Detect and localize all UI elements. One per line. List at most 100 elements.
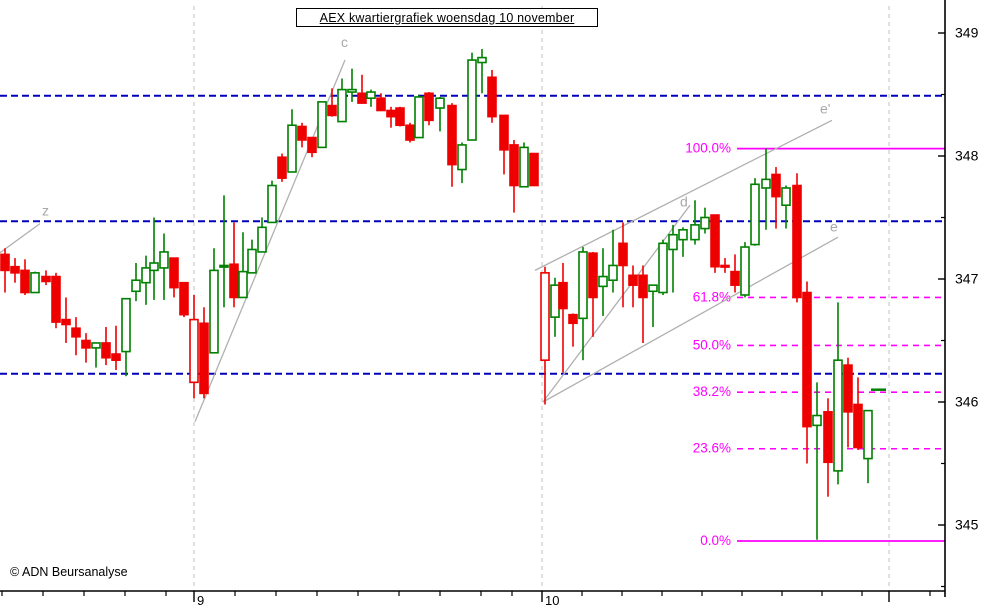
candle-body <box>131 279 141 293</box>
price-tick-label: 349 <box>955 25 979 41</box>
candle-body <box>658 242 668 294</box>
candle <box>499 114 509 175</box>
candle <box>30 271 40 294</box>
candle-body <box>297 125 307 141</box>
candle-body <box>0 253 10 272</box>
trendline-label-e': e' <box>820 100 830 116</box>
candle-body <box>608 264 618 282</box>
candle-body <box>720 264 730 268</box>
candle-body <box>598 275 608 288</box>
candle <box>487 69 497 123</box>
candle-body <box>648 284 658 293</box>
candle-body <box>853 403 863 449</box>
candle <box>327 88 337 117</box>
candle <box>853 377 863 450</box>
candle <box>229 222 239 308</box>
candle <box>101 326 111 366</box>
candle <box>247 239 257 274</box>
candle <box>61 297 71 343</box>
candle <box>447 103 457 187</box>
candle-body <box>209 269 219 354</box>
candle <box>771 167 781 229</box>
candle <box>169 257 179 298</box>
price-tick-label: 348 <box>955 148 979 164</box>
candle-body <box>540 272 550 361</box>
candle-body <box>41 275 51 283</box>
candle <box>710 214 720 273</box>
candle <box>558 263 568 373</box>
candle <box>509 140 519 213</box>
candle-body <box>678 229 688 241</box>
chart-title-box: AEX kwartiergrafiek woensdag 10 november <box>296 8 598 27</box>
fib-level-label: 0.0% <box>700 533 731 548</box>
trendline-label-z: z <box>42 202 49 218</box>
fib-level-label: 50.0% <box>693 337 731 352</box>
copyright-label: © ADN Beursanalyse <box>10 565 128 579</box>
candle <box>386 106 396 128</box>
candle-body <box>588 252 598 299</box>
candle <box>10 258 20 283</box>
fib-level-label: 23.6% <box>693 441 731 456</box>
candle-body <box>61 318 71 326</box>
candle <box>802 281 812 464</box>
candle-body <box>405 124 415 141</box>
candle-body <box>111 353 121 361</box>
candle <box>843 357 853 448</box>
fib-level-label: 38.2% <box>693 384 731 399</box>
candle <box>812 382 822 540</box>
candle <box>20 259 30 295</box>
candle-body <box>337 88 347 123</box>
candle-body <box>690 224 700 241</box>
candle <box>588 251 598 337</box>
candle <box>424 92 434 126</box>
candle <box>540 266 550 405</box>
candle-body <box>467 59 477 141</box>
candle <box>277 153 287 182</box>
candle <box>568 313 578 347</box>
candle <box>287 109 297 173</box>
candle <box>337 78 347 123</box>
candle-body <box>30 272 40 294</box>
candle-body <box>568 313 578 325</box>
candle <box>628 265 638 308</box>
candle-body <box>307 136 317 154</box>
candle-body <box>812 414 822 427</box>
candle <box>750 178 760 246</box>
candle <box>347 68 357 102</box>
trendline-e' <box>534 119 833 271</box>
candle <box>435 96 445 132</box>
candle-body <box>519 146 529 188</box>
candle <box>700 207 710 234</box>
candle-body <box>386 109 396 118</box>
candle-body <box>700 216 710 230</box>
candle <box>131 263 141 302</box>
candle <box>638 265 648 343</box>
candle-body <box>833 359 843 472</box>
candle-body <box>121 297 131 353</box>
candle <box>730 254 740 293</box>
candle-body <box>91 342 101 349</box>
candle <box>297 122 307 148</box>
candle <box>209 248 219 354</box>
candle <box>91 342 101 368</box>
candle <box>219 195 229 308</box>
candle-body <box>771 173 781 198</box>
candle <box>366 89 376 107</box>
candle <box>149 217 159 300</box>
candle <box>189 294 199 399</box>
candle-body <box>638 274 648 299</box>
candle <box>0 248 10 293</box>
candle <box>792 173 802 303</box>
candle-body <box>229 263 239 299</box>
candle-body <box>366 91 376 99</box>
candle-body <box>628 274 638 286</box>
candle-body <box>823 411 833 464</box>
candle <box>41 270 51 286</box>
candle <box>414 94 424 139</box>
candle <box>761 148 771 230</box>
candle <box>71 317 81 356</box>
candle-body <box>792 184 802 299</box>
candle <box>833 302 843 485</box>
price-tick-label: 345 <box>955 517 979 533</box>
